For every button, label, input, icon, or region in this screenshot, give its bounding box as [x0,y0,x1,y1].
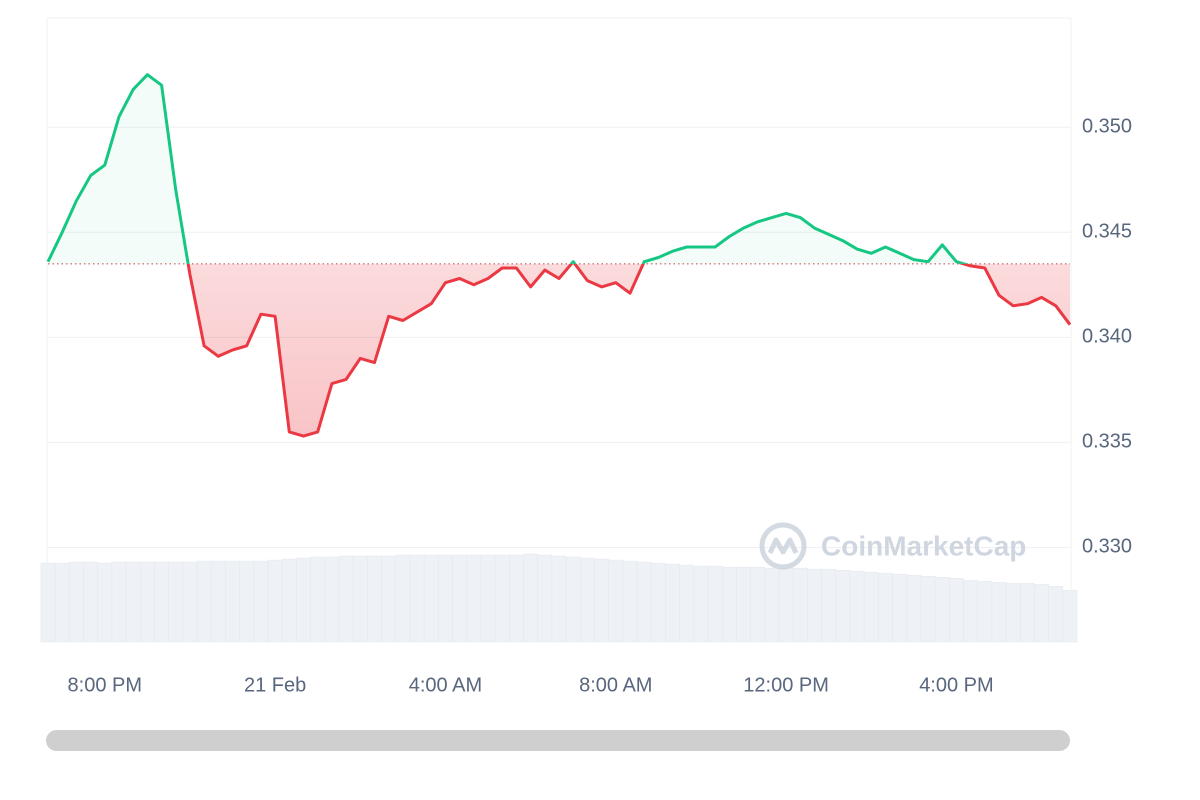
volume-bar [523,553,538,643]
volume-bar [239,560,255,643]
volume-bar [622,560,638,643]
volume-bar [963,580,978,643]
volume-bar [636,561,652,643]
scrollbar[interactable] [46,730,1070,751]
volume-bar [452,554,467,643]
volume-bar [807,568,822,643]
volume-bar [792,567,808,643]
volume-bar [764,567,780,643]
volume-bar [1062,590,1078,643]
x-tick-label: 8:00 AM [579,674,652,696]
volume-bar [225,560,240,643]
y-tick-label: 0.350 [1082,116,1132,138]
volume-bar [608,559,624,643]
x-tick-label: 4:00 PM [919,674,993,696]
volume-bar [863,571,879,643]
volume-bar [949,578,964,643]
volume-bar [111,561,127,643]
volume-bar [651,562,666,643]
volume-bar [1048,586,1064,643]
x-tick-label: 21 Feb [244,674,306,696]
volume-bar [466,554,482,643]
volume-bar [367,555,382,643]
volume-bar [296,557,311,643]
volume-bar [40,562,56,643]
volume-bar [253,560,269,643]
volume-bar [267,559,283,643]
x-tick-label: 4:00 AM [409,674,482,696]
price-line-down [186,263,1072,438]
volume-bar [977,581,993,643]
volume-bar [565,556,581,643]
watermark: CoinMarketCap [821,530,1026,561]
volume-bar [281,558,297,643]
volume-bar [494,554,510,643]
volume-bar [509,554,524,643]
volume-bar [594,558,609,643]
volume-bar [750,566,766,643]
volume-bar [580,557,595,643]
volume-bar [778,567,794,643]
volume-bar [1020,583,1035,643]
volume-bar [920,576,936,643]
volume-bar [83,561,98,643]
volume-bar [125,561,141,643]
volume-bar [54,562,70,643]
y-tick-label: 0.340 [1082,326,1132,348]
volume-bar [409,554,425,643]
volume-bar [1034,584,1049,643]
volume-bar [707,565,723,643]
volume-bar [1005,583,1021,643]
y-tick-label: 0.345 [1082,221,1132,243]
volume-bar [438,554,453,643]
volume-bar [338,555,354,643]
volume-bar [196,560,212,643]
price-line-up [46,73,969,264]
volume-bar [537,554,553,643]
volume-bar [906,574,922,643]
volume-bar [395,554,411,643]
volume-bar [665,563,680,643]
volume-bar [210,560,226,643]
watermark-logo [759,522,807,570]
volume-bar [892,573,908,643]
volume-bar [168,561,184,643]
volume-bar [693,565,709,643]
area-down [188,263,1070,437]
volume-bar [934,577,950,643]
volume-bar [182,561,198,643]
volume-bar [736,566,751,643]
y-tick-label: 0.335 [1082,431,1132,453]
volume-bar [97,562,113,643]
volume-bar [154,561,169,643]
volume-bar [821,568,837,643]
volume-bar [381,555,397,643]
volume-bar [423,554,439,643]
volume-bar [69,561,84,643]
volume-bar [991,582,1007,643]
volume-bar [324,556,340,643]
volume-bar [849,570,865,643]
volume-bar [835,569,851,643]
volume-bar [140,561,155,643]
x-tick-label: 12:00 PM [743,674,829,696]
volume-bar [679,564,695,643]
volume-bar [352,555,368,643]
volume-bar [310,556,326,643]
volume-bar [878,572,893,643]
area-up [48,74,1070,264]
volume-bar [480,554,496,643]
volume-bar [721,566,737,643]
y-tick-label: 0.330 [1082,536,1132,558]
volume-bar [551,555,567,643]
x-tick-label: 8:00 PM [68,674,142,696]
